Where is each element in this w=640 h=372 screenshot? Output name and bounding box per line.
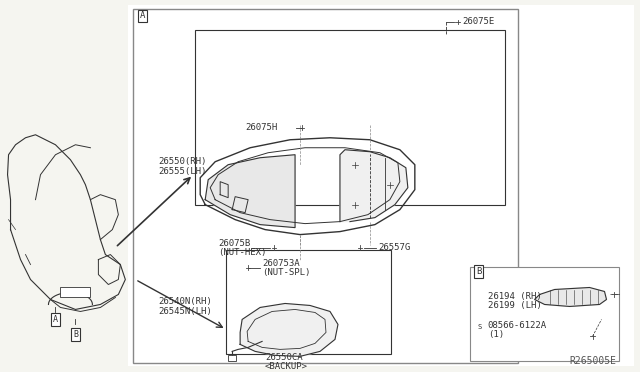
Polygon shape	[240, 304, 338, 356]
Text: 26194 (RH): 26194 (RH)	[488, 292, 541, 301]
Text: (NUT-SPL): (NUT-SPL)	[262, 268, 310, 277]
Text: S: S	[477, 324, 482, 330]
Polygon shape	[205, 155, 295, 228]
Bar	[470, 266, 620, 361]
Bar	[129, 5, 634, 366]
Polygon shape	[340, 150, 408, 222]
Text: 26550(RH): 26550(RH)	[158, 157, 207, 166]
Text: 26075B: 26075B	[218, 239, 250, 248]
Text: R265005E: R265005E	[570, 356, 616, 366]
Text: A: A	[53, 315, 58, 324]
Text: B: B	[73, 330, 78, 339]
Bar	[133, 9, 518, 363]
Text: 26555(LH): 26555(LH)	[158, 167, 207, 176]
Text: B: B	[476, 267, 481, 276]
Polygon shape	[534, 288, 607, 307]
Text: 26557G: 26557G	[378, 243, 410, 252]
Text: A: A	[140, 12, 145, 20]
Text: 26199 (LH): 26199 (LH)	[488, 301, 541, 310]
Text: 26075E: 26075E	[463, 17, 495, 26]
Text: 26075H: 26075H	[245, 123, 277, 132]
Text: 26540N(RH): 26540N(RH)	[158, 297, 212, 306]
Text: 26545N(LH): 26545N(LH)	[158, 307, 212, 316]
Bar	[228, 355, 236, 361]
Text: (NUT-HEX): (NUT-HEX)	[218, 248, 266, 257]
Bar	[195, 30, 505, 205]
Text: 26550CA: 26550CA	[265, 353, 303, 362]
Text: (1): (1)	[488, 330, 504, 339]
Bar	[60, 288, 90, 298]
Text: <BACKUP>: <BACKUP>	[265, 362, 308, 371]
Text: 260753A: 260753A	[262, 259, 300, 268]
Text: 08566-6122A: 08566-6122A	[488, 321, 547, 330]
Bar	[226, 250, 391, 355]
